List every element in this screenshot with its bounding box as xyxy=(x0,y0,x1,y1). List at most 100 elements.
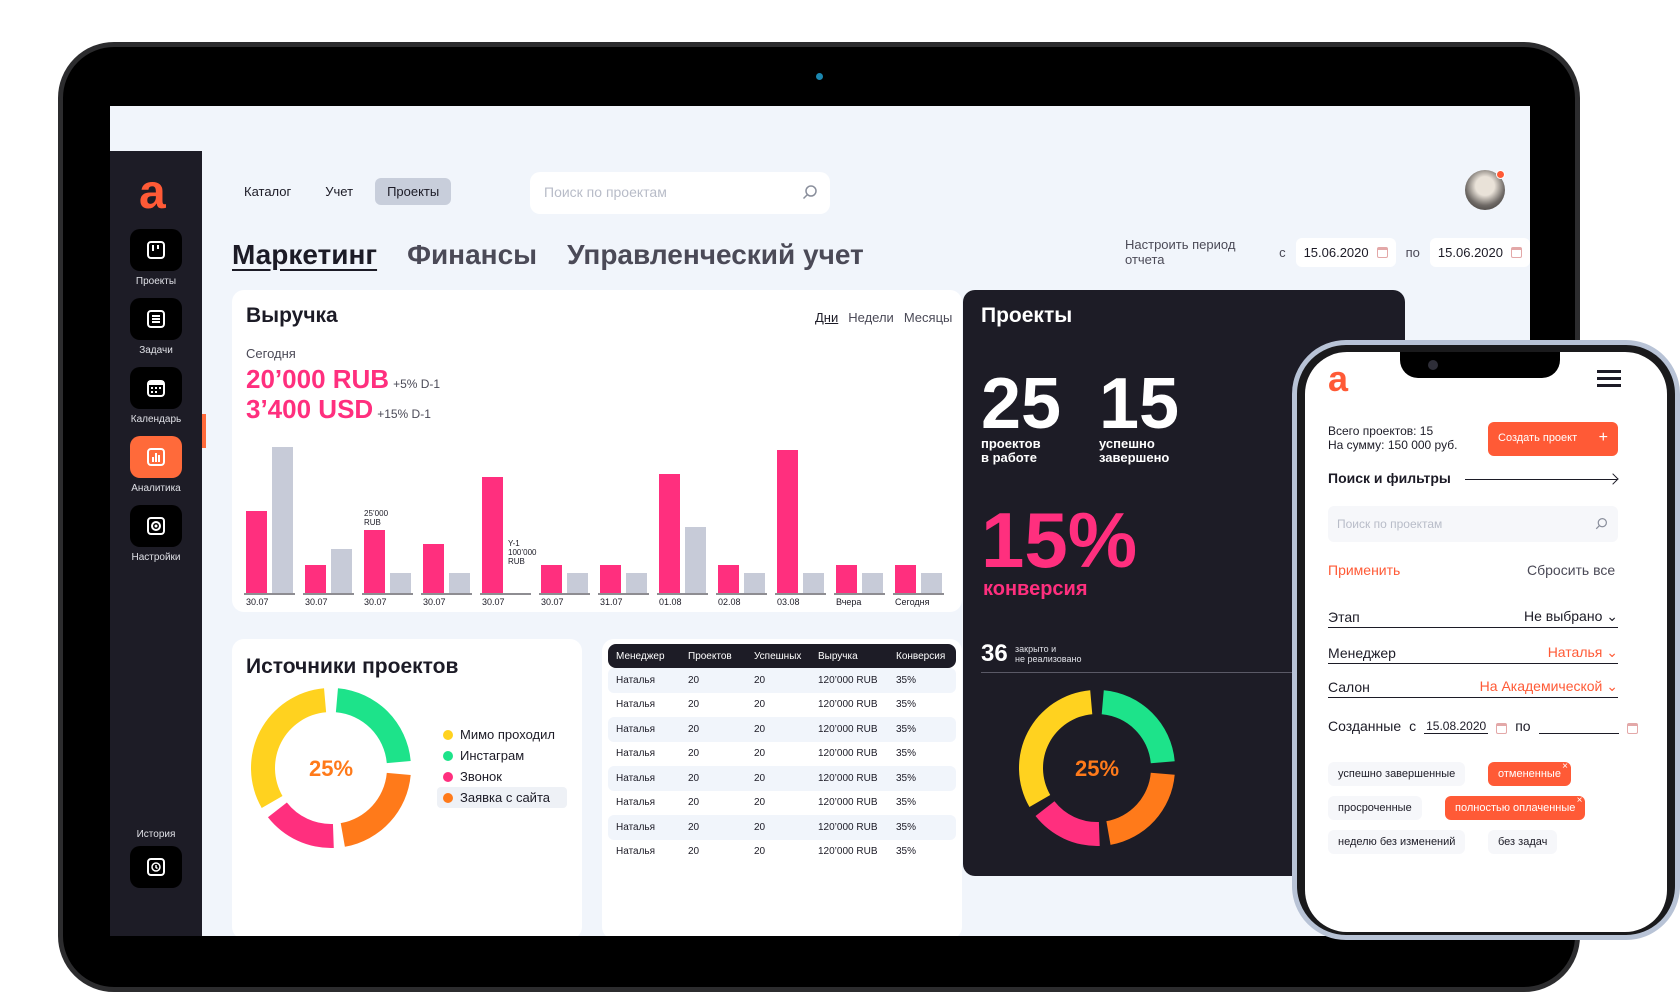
reset-button[interactable]: Сбросить все xyxy=(1527,562,1616,578)
donut-segment-pink[interactable] xyxy=(267,802,334,848)
legend-item[interactable]: Инстаграм xyxy=(437,745,567,766)
bar-series-0[interactable] xyxy=(246,511,267,593)
sources-card: Источники проектов 25% Мимо проходил Инс… xyxy=(232,639,582,936)
table-row[interactable]: Наталья 20 20 120’000 RUB 35% xyxy=(608,791,956,816)
cell-conversion: 35% xyxy=(896,674,917,686)
table-row[interactable]: Наталья 20 20 120’000 RUB 35% xyxy=(608,668,956,693)
tab-marketing[interactable]: Маркетинг xyxy=(232,239,378,270)
donut-segment-orange[interactable] xyxy=(1106,772,1175,845)
table-row[interactable]: Наталья 20 20 120’000 RUB 35% xyxy=(608,693,956,718)
bar-series-0[interactable] xyxy=(718,565,739,593)
sidebar-item-history[interactable]: История xyxy=(110,829,202,888)
sidebar-item-tasks[interactable]: Задачи xyxy=(110,298,202,356)
total-sum: На сумму: 150 000 руб. xyxy=(1328,438,1458,452)
sidebar-item-calendar[interactable]: Календарь xyxy=(110,367,202,425)
bar-series-0[interactable] xyxy=(423,544,444,593)
menu-icon[interactable] xyxy=(1597,370,1621,391)
bar-series-1[interactable] xyxy=(921,573,942,593)
tag-cancelled[interactable]: отмененные xyxy=(1488,761,1571,786)
bar-series-0[interactable] xyxy=(482,477,503,593)
create-project-button[interactable]: Создать проект + xyxy=(1488,422,1618,456)
bar-series-1[interactable] xyxy=(390,573,411,593)
created-to-field[interactable] xyxy=(1538,719,1619,734)
table-row[interactable]: Наталья 20 20 120’000 RUB 35% xyxy=(608,815,956,840)
bar-series-1[interactable] xyxy=(331,549,352,593)
bar-series-0[interactable] xyxy=(305,565,326,593)
legend-item[interactable]: Звонок xyxy=(437,766,567,787)
tag-fully-paid[interactable]: полностью оплаченные xyxy=(1445,795,1586,820)
table-row[interactable]: Наталья 20 20 120’000 RUB 35% xyxy=(608,742,956,767)
avatar[interactable] xyxy=(1465,170,1505,210)
cell-projects: 20 xyxy=(688,748,700,760)
tab-management[interactable]: Управленческий учет xyxy=(567,239,864,270)
cell-revenue: 120’000 RUB xyxy=(818,821,878,833)
nav-projects[interactable]: Проекты xyxy=(375,178,452,205)
apply-button[interactable]: Применить xyxy=(1328,562,1401,578)
tag-no-tasks[interactable]: без задач xyxy=(1488,830,1558,854)
cell-projects: 20 xyxy=(688,772,700,784)
bar-series-0[interactable] xyxy=(777,450,798,593)
date-from-field[interactable]: 15.06.2020 xyxy=(1295,237,1396,267)
donut-segment-green[interactable] xyxy=(335,688,411,764)
sidebar-item-projects[interactable]: Проекты xyxy=(110,229,202,287)
legend-item[interactable]: Мимо проходил xyxy=(437,724,567,745)
cell-manager: Наталья xyxy=(616,797,656,809)
donut-segment-pink[interactable] xyxy=(1035,801,1100,846)
stage-select[interactable]: Этап Не выбрано ⌄ xyxy=(1328,606,1618,628)
bar-series-0[interactable] xyxy=(364,530,385,593)
header-revenue[interactable]: Выручка xyxy=(818,650,858,662)
tag-completed[interactable]: успешно завершенные xyxy=(1328,762,1466,786)
donut-segment-yellow[interactable] xyxy=(251,688,327,808)
bar-series-0[interactable] xyxy=(836,565,857,593)
tab-finance[interactable]: Финансы xyxy=(407,239,538,270)
mobile-search-placeholder: Поиск по проектам xyxy=(1337,517,1443,531)
salon-select[interactable]: Салон На Академической ⌄ xyxy=(1328,676,1618,698)
bar-series-1[interactable] xyxy=(626,573,647,593)
bar-series-0[interactable] xyxy=(895,565,916,593)
table-row[interactable]: Наталья 20 20 120’000 RUB 35% xyxy=(608,766,956,791)
cell-revenue: 120’000 RUB xyxy=(818,699,878,711)
mobile-logo[interactable]: a xyxy=(1328,358,1349,399)
bar-series-0[interactable] xyxy=(659,474,680,593)
calendar-icon xyxy=(1376,246,1388,258)
period-months[interactable]: Месяцы xyxy=(903,310,953,325)
nav-accounting[interactable]: Учет xyxy=(325,184,354,199)
app-logo[interactable]: a xyxy=(139,166,166,219)
sidebar-item-label: История xyxy=(136,829,176,840)
date-to-field[interactable]: 15.06.2020 xyxy=(1429,237,1530,267)
donut-segment-orange[interactable] xyxy=(340,772,411,847)
calendar-icon xyxy=(1511,246,1522,258)
legend-item[interactable]: Заявка с сайта xyxy=(437,787,567,808)
donut-segment-green[interactable] xyxy=(1101,690,1175,764)
bar-series-1[interactable] xyxy=(449,573,470,593)
nav-catalog[interactable]: Каталог xyxy=(244,184,292,199)
x-tick-label: Вчера xyxy=(836,597,861,607)
manager-select[interactable]: Менеджер Наталья ⌄ xyxy=(1328,642,1618,664)
bar-series-1[interactable] xyxy=(685,527,706,593)
cell-manager: Наталья xyxy=(616,699,656,711)
header-manager[interactable]: Менеджер xyxy=(616,650,665,662)
sidebar-item-analytics[interactable]: Аналитика xyxy=(110,436,202,494)
header-conversion[interactable]: Конверсия xyxy=(896,650,946,662)
period-weeks[interactable]: Недели xyxy=(848,310,894,325)
bar-series-1[interactable] xyxy=(803,573,824,593)
created-from-field[interactable]: 15.08.2020 xyxy=(1424,719,1489,734)
in-work-label-1: проектов xyxy=(981,436,1041,451)
table-row[interactable]: Наталья 20 20 120’000 RUB 35% xyxy=(608,717,956,742)
search-input[interactable]: Поиск по проектам xyxy=(530,172,830,214)
sidebar-item-settings[interactable]: Настройки xyxy=(110,505,202,563)
mobile-search-input[interactable]: Поиск по проектам xyxy=(1328,506,1618,542)
tag-overdue[interactable]: просроченные xyxy=(1328,796,1422,820)
period-days[interactable]: Дни xyxy=(815,310,839,325)
bar-series-1[interactable] xyxy=(272,447,293,593)
bar-series-1[interactable] xyxy=(862,573,883,593)
bar-series-0[interactable] xyxy=(541,565,562,593)
table-row[interactable]: Наталья 20 20 120’000 RUB 35% xyxy=(608,840,956,865)
bar-series-1[interactable] xyxy=(567,573,588,593)
bar-series-1[interactable] xyxy=(744,573,765,593)
donut-segment-yellow[interactable] xyxy=(1019,690,1093,807)
header-projects[interactable]: Проектов xyxy=(688,650,732,662)
tag-no-changes-week[interactable]: неделю без изменений xyxy=(1328,830,1466,854)
bar-series-0[interactable] xyxy=(600,565,621,593)
header-success[interactable]: Успешных xyxy=(754,650,802,662)
